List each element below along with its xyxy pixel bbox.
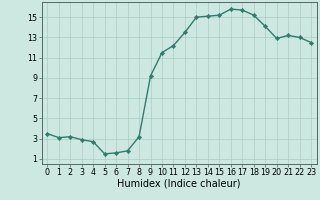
- X-axis label: Humidex (Indice chaleur): Humidex (Indice chaleur): [117, 179, 241, 189]
